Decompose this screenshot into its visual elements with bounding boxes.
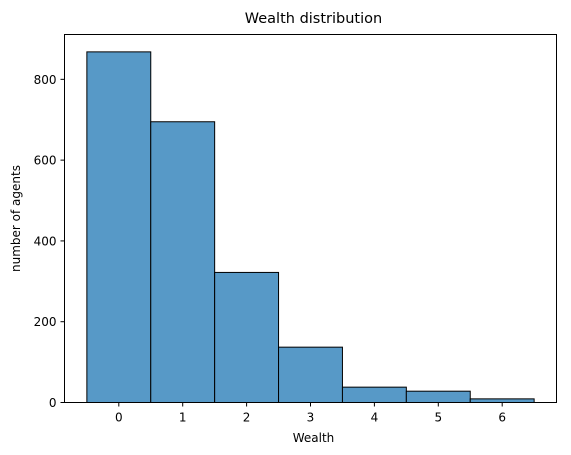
x-axis-ticks: 0 1 2 3 4 5 6: [115, 402, 506, 425]
bars-group: [86, 51, 535, 404]
y-tick-label: 200: [34, 315, 57, 329]
bar-4: [341, 386, 407, 404]
chart-title: Wealth distribution: [245, 11, 382, 27]
y-tick-label: 400: [34, 234, 57, 248]
x-axis-label: Wealth: [293, 431, 335, 445]
y-axis-label: number of agents: [9, 165, 23, 272]
y-tick-label: 0: [49, 396, 57, 410]
x-tick-label: 1: [179, 411, 187, 425]
bar-6: [469, 398, 535, 404]
y-tick-label: 600: [34, 154, 57, 168]
x-tick-label: 3: [307, 411, 315, 425]
bar-1: [150, 121, 216, 403]
x-tick-label: 6: [498, 411, 506, 425]
y-axis-ticks: 0 200 400 600 800: [34, 73, 65, 410]
bar-5: [405, 390, 471, 404]
x-tick-label: 4: [371, 411, 379, 425]
bar-0: [86, 51, 152, 403]
x-tick-label: 0: [115, 411, 123, 425]
bar-2: [214, 271, 280, 403]
bar-3: [278, 346, 343, 404]
y-tick-label: 800: [34, 73, 57, 87]
plot-area-frame: [64, 34, 557, 403]
x-tick-label: 5: [434, 411, 442, 425]
x-tick-label: 2: [243, 411, 251, 425]
